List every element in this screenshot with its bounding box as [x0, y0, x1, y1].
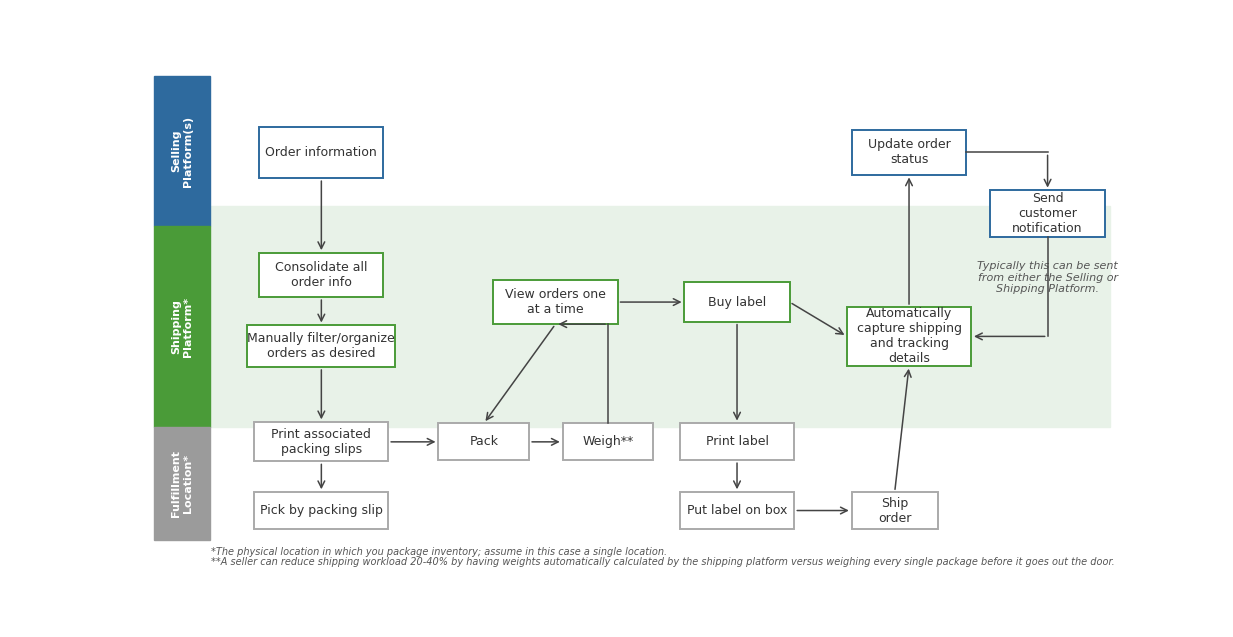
- Bar: [154, 427, 210, 540]
- Text: Weigh**: Weigh**: [582, 435, 634, 448]
- Text: Order information: Order information: [265, 146, 377, 159]
- FancyBboxPatch shape: [259, 253, 383, 297]
- FancyBboxPatch shape: [679, 424, 794, 461]
- FancyBboxPatch shape: [248, 326, 396, 367]
- Text: Automatically
capture shipping
and tracking
details: Automatically capture shipping and track…: [857, 308, 962, 366]
- Text: Update order
status: Update order status: [868, 138, 951, 166]
- Text: Selling
Platform(s): Selling Platform(s): [171, 116, 192, 187]
- FancyBboxPatch shape: [990, 190, 1105, 237]
- Text: Typically this can be sent
from either the Selling or
Shipping Platform.: Typically this can be sent from either t…: [978, 261, 1118, 294]
- Text: Manually filter/organize
orders as desired: Manually filter/organize orders as desir…: [248, 333, 396, 360]
- Text: Shipping
Platform*: Shipping Platform*: [171, 297, 192, 357]
- Text: Ship
order: Ship order: [878, 496, 911, 524]
- FancyBboxPatch shape: [259, 127, 383, 178]
- FancyBboxPatch shape: [254, 492, 388, 529]
- FancyBboxPatch shape: [254, 422, 388, 461]
- Text: Print label: Print label: [705, 435, 768, 448]
- FancyBboxPatch shape: [847, 307, 972, 366]
- Text: Fulfillment
Location*: Fulfillment Location*: [171, 450, 192, 517]
- Bar: [154, 76, 210, 226]
- FancyBboxPatch shape: [562, 424, 653, 461]
- Text: View orders one
at a time: View orders one at a time: [506, 288, 605, 316]
- Bar: [154, 226, 210, 427]
- FancyBboxPatch shape: [679, 492, 794, 529]
- Text: Print associated
packing slips: Print associated packing slips: [271, 428, 371, 456]
- FancyBboxPatch shape: [852, 131, 967, 175]
- Text: Buy label: Buy label: [708, 296, 766, 308]
- FancyBboxPatch shape: [684, 282, 789, 322]
- Bar: [210, 206, 1110, 427]
- Text: *The physical location in which you package inventory; assume in this case a sin: *The physical location in which you pack…: [212, 547, 667, 557]
- Text: Pack: Pack: [470, 435, 498, 448]
- FancyBboxPatch shape: [852, 492, 938, 529]
- FancyBboxPatch shape: [493, 280, 618, 324]
- Text: Pick by packing slip: Pick by packing slip: [260, 504, 382, 517]
- Text: Consolidate all
order info: Consolidate all order info: [275, 261, 367, 289]
- FancyBboxPatch shape: [439, 424, 529, 461]
- Text: Send
customer
notification: Send customer notification: [1012, 192, 1083, 235]
- Text: **A seller can reduce shipping workload 20-40% by having weights automatically c: **A seller can reduce shipping workload …: [212, 557, 1115, 567]
- Text: Put label on box: Put label on box: [687, 504, 787, 517]
